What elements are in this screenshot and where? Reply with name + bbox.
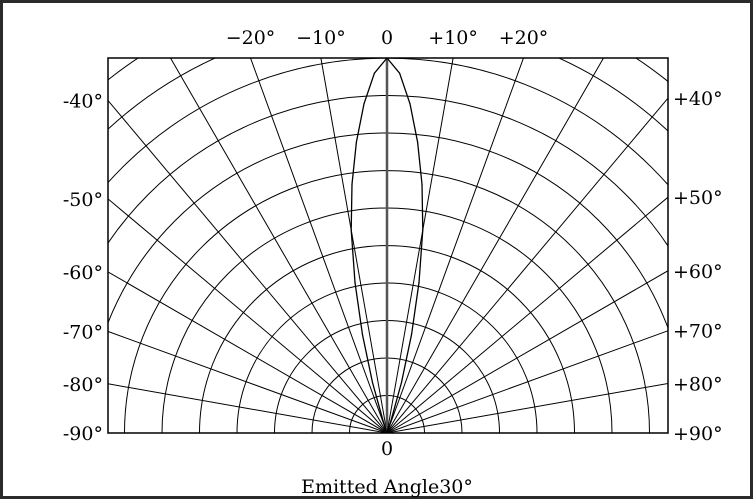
series-point (351, 183, 353, 185)
top-tick-label: +10° (428, 27, 478, 49)
right-tick-label: +90° (673, 423, 723, 445)
grid-spoke-m40 (108, 99, 388, 433)
grid-arc-12 (108, 58, 668, 83)
grid-spoke-m30 (169, 58, 388, 433)
grid-spoke-40 (386, 97, 668, 433)
series-point (399, 72, 401, 74)
grid-spoke-50 (386, 196, 668, 433)
series-point (361, 334, 364, 336)
grid-spoke-10 (386, 58, 454, 433)
grid-spoke-m50 (108, 198, 388, 433)
x-axis-label: Emitted Angle30° (301, 476, 473, 498)
grid-spoke-m80 (108, 383, 388, 433)
series-point (421, 183, 423, 185)
left-tick-label: -90° (63, 423, 103, 445)
series-point (363, 103, 365, 105)
series-layer (350, 58, 424, 433)
series-point (389, 421, 392, 423)
right-tick-label: +70° (673, 321, 723, 343)
series-line-1 (350, 58, 424, 433)
tick-labels: −20°−10°0+10°+20°-30°-40°-50°-60°-70°-80… (63, 27, 723, 460)
right-tick-label: +60° (673, 261, 723, 283)
series-point (355, 141, 357, 143)
series-point (418, 282, 420, 284)
origin-label: 0 (381, 438, 393, 460)
grid-spoke-m20 (249, 58, 388, 433)
series-point (354, 282, 356, 284)
right-tick-label: +50° (673, 187, 723, 209)
grid-spoke-m10 (320, 58, 388, 433)
left-tick-label: -70° (63, 322, 103, 344)
left-tick-label: -80° (63, 374, 103, 396)
series-point (409, 103, 411, 105)
top-tick-label: −20° (226, 27, 276, 49)
series-point (400, 381, 403, 384)
series-point (350, 229, 352, 231)
left-tick-label: -50° (63, 189, 103, 211)
top-tick-label: 0 (381, 27, 393, 49)
top-tick-label: +20° (499, 27, 549, 49)
left-tick-label: -60° (63, 262, 103, 284)
grid-spoke-20 (386, 58, 525, 433)
series-point (382, 421, 385, 423)
left-tick-label: -40° (63, 91, 103, 113)
series-point (371, 381, 374, 384)
right-tick-label: +40° (673, 88, 723, 110)
series-point (417, 141, 419, 143)
series-point (410, 334, 413, 336)
grid-spoke-60 (386, 270, 668, 433)
right-tick-label: +80° (673, 374, 723, 396)
series-point (422, 229, 424, 231)
polar-chart: −20°−10°0+10°+20°-30°-40°-50°-60°-70°-80… (63, 27, 723, 498)
grid-arc-11 (108, 58, 668, 132)
series-point (373, 72, 375, 74)
grid-spoke-70 (386, 330, 668, 433)
top-tick-label: −10° (296, 27, 346, 49)
plot-border (107, 57, 669, 434)
grid-spoke-30 (386, 58, 605, 433)
polar-grid (108, 58, 668, 433)
